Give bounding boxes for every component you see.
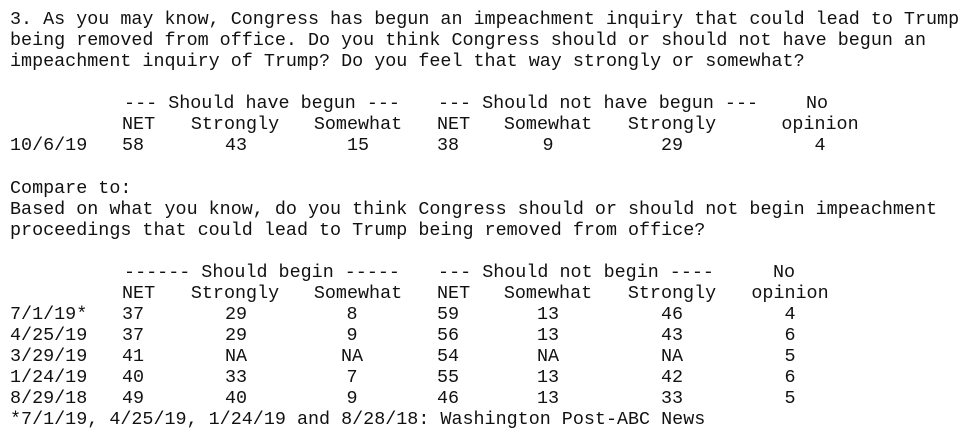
cell: 33: [660, 387, 684, 409]
cell: 29: [660, 134, 684, 156]
cell: 38: [437, 134, 460, 156]
question-line: impeachment inquiry of Trump? Do you fee…: [10, 50, 805, 72]
row-date: 4/25/19: [10, 324, 88, 346]
cell: 46: [437, 387, 460, 409]
column-header: NET: [437, 282, 471, 304]
cell: 59: [437, 303, 460, 325]
column-header: opinion: [751, 282, 829, 304]
footnote: *7/1/19, 4/25/19, 1/24/19 and 8/28/18: W…: [10, 408, 706, 430]
column-header: Somewhat: [503, 113, 593, 135]
cell: NA: [536, 345, 560, 367]
cell: 13: [536, 366, 560, 388]
question-line: being removed from office. Do you think …: [10, 29, 927, 51]
cell: 46: [660, 303, 684, 325]
cell: 29: [224, 324, 248, 346]
cell: 4: [814, 134, 826, 156]
cell: 56: [437, 324, 460, 346]
column-header: Somewhat: [313, 113, 403, 135]
cell: 41: [122, 345, 145, 367]
column-header: NET: [437, 113, 471, 135]
group-header: --- Should not begin ----: [438, 261, 714, 283]
cell: 5: [784, 345, 796, 367]
cell: 42: [660, 366, 684, 388]
column-header: Strongly: [190, 113, 280, 135]
cell: NA: [340, 345, 364, 367]
cell: 40: [224, 387, 248, 409]
cell: 43: [224, 134, 248, 156]
cell: 55: [437, 366, 460, 388]
row-date: 3/29/19: [10, 345, 88, 367]
cell: 13: [536, 387, 560, 409]
column-header: Somewhat: [503, 282, 593, 304]
cell: 33: [224, 366, 248, 388]
cell: 9: [346, 387, 358, 409]
row-date: 10/6/19: [10, 134, 88, 156]
column-header: NET: [122, 282, 156, 304]
cell: 4: [784, 303, 796, 325]
cell: 6: [784, 324, 796, 346]
cell: NA: [224, 345, 248, 367]
row-date: 1/24/19: [10, 366, 88, 388]
cell: 9: [346, 324, 358, 346]
group-header: No: [805, 92, 829, 114]
cell: 40: [122, 366, 145, 388]
group-header: ------ Should begin -----: [124, 261, 400, 283]
cell: 6: [784, 366, 796, 388]
column-header: opinion: [781, 113, 859, 135]
cell: 37: [122, 324, 145, 346]
cell: 49: [122, 387, 145, 409]
group-header: No: [772, 261, 796, 283]
column-header: Somewhat: [313, 282, 403, 304]
cell: 58: [122, 134, 145, 156]
compare-line: Compare to:: [10, 177, 132, 199]
cell: 13: [536, 324, 560, 346]
compare-line: proceedings that could lead to Trump bei…: [10, 219, 706, 241]
cell: 9: [542, 134, 554, 156]
question-line: 3. As you may know, Congress has begun a…: [10, 8, 960, 30]
column-header: Strongly: [627, 113, 717, 135]
group-header: --- Should have begun ---: [124, 92, 400, 114]
cell: 43: [660, 324, 684, 346]
cell: 8: [346, 303, 358, 325]
column-header: NET: [122, 113, 156, 135]
row-date: 7/1/19*: [10, 303, 88, 325]
group-header: --- Should not have begun ---: [437, 92, 759, 114]
cell: 7: [346, 366, 358, 388]
compare-line: Based on what you know, do you think Con…: [10, 198, 938, 220]
column-header: Strongly: [627, 282, 717, 304]
cell: 37: [122, 303, 145, 325]
cell: 15: [346, 134, 370, 156]
cell: 29: [224, 303, 248, 325]
row-date: 8/29/18: [10, 387, 88, 409]
cell: 13: [536, 303, 560, 325]
cell: 5: [784, 387, 796, 409]
cell: 54: [437, 345, 460, 367]
cell: NA: [660, 345, 684, 367]
column-header: Strongly: [190, 282, 280, 304]
